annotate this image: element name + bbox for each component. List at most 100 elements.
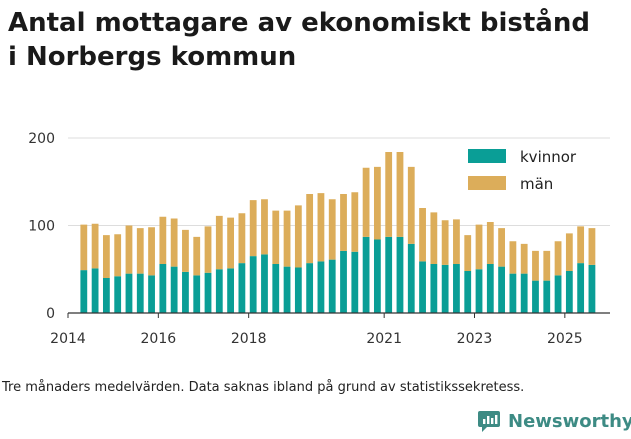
bar-kvinnor [464, 271, 472, 313]
bar-man [125, 225, 133, 274]
bar-man [373, 166, 381, 240]
bar-man [520, 243, 528, 274]
bar-man [543, 250, 551, 281]
bar-kvinnor [486, 264, 494, 313]
x-tick-label-2014: 2014 [50, 331, 86, 347]
bar-man [351, 192, 359, 252]
title-line-2: i Norbergs kommun [8, 42, 297, 72]
bar-man [419, 208, 426, 262]
y-axis-ticks: 0 100 200 [28, 131, 55, 322]
bar-kvinnor [554, 275, 562, 313]
x-tick-label-2018: 2018 [231, 331, 267, 347]
bar-man [317, 193, 325, 262]
bar-man [498, 228, 505, 267]
legend-swatch-kvinnor [468, 149, 506, 163]
bar-man [91, 223, 99, 269]
bar-man [396, 152, 404, 237]
brand-name: Newsworthy [508, 410, 631, 432]
bar-man [441, 220, 449, 265]
bar-kvinnor [80, 270, 88, 313]
bars [80, 152, 596, 313]
bar-kvinnor [306, 263, 314, 313]
bar-man [430, 212, 438, 264]
legend: kvinnor män [468, 148, 577, 193]
bar-man [249, 200, 257, 257]
bar-kvinnor [577, 263, 585, 313]
bar-kvinnor [272, 264, 280, 313]
bar-kvinnor [204, 272, 212, 313]
bar-kvinnor [385, 236, 393, 313]
bar-man [148, 227, 155, 276]
bar-kvinnor [430, 264, 438, 313]
brand-logo: Newsworthy [476, 408, 631, 434]
bar-man [136, 228, 144, 274]
bar-kvinnor [328, 259, 336, 313]
legend-label-man: män [520, 175, 553, 193]
bar-kvinnor [475, 269, 483, 313]
x-tick-label-2021: 2021 [366, 331, 402, 347]
bar-kvinnor [261, 254, 268, 313]
bar-man [283, 210, 291, 267]
bar-man [170, 218, 178, 267]
title-line-1: Antal mottagare av ekonomiskt bistånd [8, 8, 590, 38]
bar-kvinnor [441, 264, 449, 313]
bar-man [453, 219, 460, 264]
bar-man [261, 199, 268, 255]
bar-man [407, 166, 415, 244]
bar-man [272, 210, 280, 264]
bar-man [588, 228, 596, 265]
bar-kvinnor [114, 276, 122, 313]
bar-kvinnor [215, 269, 223, 313]
bar-kvinnor [193, 275, 201, 313]
bar-kvinnor [136, 273, 144, 313]
bar-man [204, 226, 212, 273]
bar-kvinnor [125, 273, 133, 313]
bar-kvinnor [532, 280, 539, 313]
bar-kvinnor [340, 250, 347, 313]
y-tick-label-0: 0 [46, 306, 55, 322]
bar-man [385, 152, 393, 237]
bar-man [182, 229, 189, 272]
bar-man [328, 199, 336, 260]
bar-kvinnor [238, 263, 246, 313]
bar-kvinnor [283, 266, 291, 313]
bar-man [532, 250, 539, 281]
bar-man [554, 241, 562, 276]
bar-man [306, 194, 314, 264]
bar-kvinnor [102, 278, 110, 313]
bar-kvinnor [317, 261, 325, 313]
bar-kvinnor [91, 268, 99, 313]
bar-man [565, 233, 573, 271]
bar-kvinnor [227, 268, 234, 313]
bar-kvinnor [588, 264, 596, 313]
bar-kvinnor [509, 273, 517, 313]
bar-man [80, 224, 88, 271]
bar-kvinnor [362, 236, 370, 313]
bar-kvinnor [543, 280, 551, 313]
footnote: Tre månaders medelvärden. Data saknas ib… [2, 380, 525, 395]
bar-man [340, 194, 347, 251]
x-tick-label-2023: 2023 [457, 331, 493, 347]
bar-kvinnor [159, 264, 167, 313]
y-tick-label-200: 200 [28, 131, 55, 147]
bar-kvinnor [249, 256, 257, 313]
bar-man [238, 213, 246, 264]
bar-man [193, 236, 201, 276]
x-axis: 2014 2016 2018 2021 2023 2025 [50, 312, 610, 347]
bar-man [577, 226, 585, 264]
x-tick-label-2016: 2016 [141, 331, 177, 347]
legend-swatch-man [468, 176, 506, 190]
bar-man [486, 222, 494, 264]
bar-man [464, 235, 472, 271]
bar-kvinnor [396, 236, 404, 313]
bar-man [215, 215, 223, 270]
legend-label-kvinnor: kvinnor [520, 148, 577, 166]
bar-man [509, 241, 517, 274]
bar-kvinnor [565, 271, 573, 313]
y-tick-label-100: 100 [28, 219, 55, 235]
bar-kvinnor [419, 261, 426, 313]
bar-kvinnor [498, 266, 505, 313]
bar-kvinnor [148, 275, 155, 313]
bar-man [159, 216, 167, 264]
